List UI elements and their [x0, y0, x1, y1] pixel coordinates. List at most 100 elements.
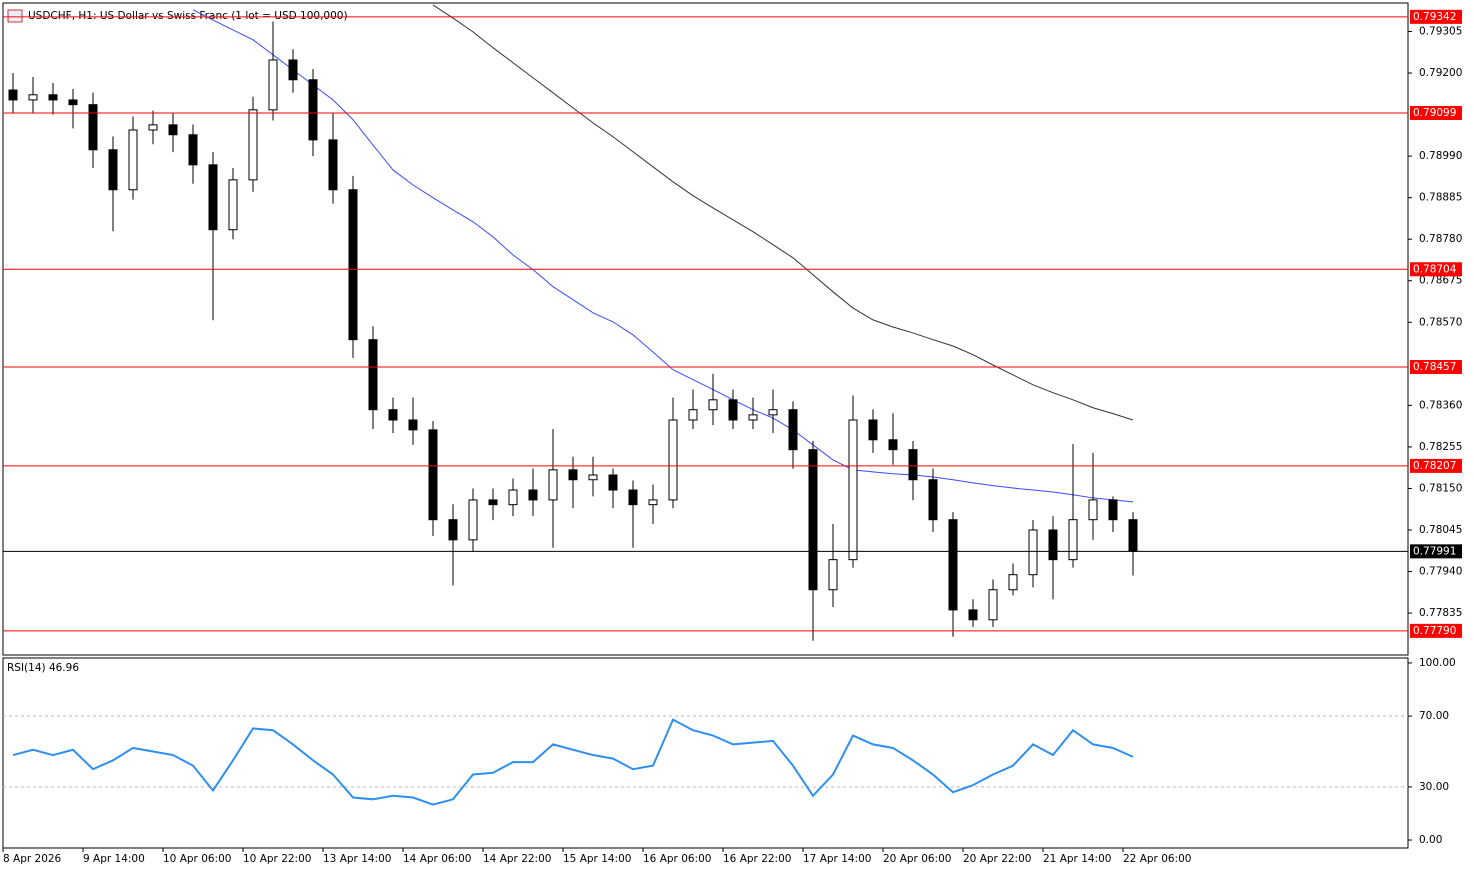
x-tick-label: 20 Apr 06:00 [883, 853, 951, 865]
x-tick-label: 9 Apr 14:00 [83, 853, 145, 865]
candle-body [308, 79, 318, 141]
level-label: 0.78704 [1413, 263, 1457, 275]
candle-body [1128, 519, 1138, 552]
level-tag [1410, 105, 1462, 120]
y-tick-label: 0.78780 [1419, 233, 1462, 245]
candle-body [388, 409, 398, 421]
candle-body [408, 419, 418, 431]
current-price-label: 0.77991 [1413, 545, 1456, 557]
rsi-tick-label: 30.00 [1419, 781, 1449, 793]
candle-body [1028, 529, 1038, 576]
candle-body [268, 59, 278, 111]
candle-body [768, 409, 778, 416]
candle-body [628, 489, 638, 506]
candle-body [148, 124, 158, 131]
candle-body [128, 129, 138, 191]
y-tick-label: 0.77835 [1419, 607, 1462, 619]
x-tick-label: 10 Apr 22:00 [243, 853, 311, 865]
candle-body [208, 164, 218, 231]
level-label: 0.79099 [1413, 107, 1456, 119]
rsi-title: RSI(14) 46.96 [7, 662, 79, 674]
candle-body [668, 419, 678, 501]
level-tag [1410, 9, 1462, 24]
candle-body [1008, 574, 1018, 591]
y-tick-label: 0.77940 [1419, 566, 1462, 578]
candle-body [828, 559, 838, 591]
candle-body [488, 499, 498, 506]
chart-title: USDCHF, H1: US Dollar vs Swiss Franc (1 … [28, 10, 348, 22]
candle-body [328, 139, 338, 191]
candle-body [368, 339, 378, 411]
candle-body [568, 469, 578, 481]
y-tick-label: 0.78150 [1419, 482, 1462, 494]
candle-body [868, 419, 878, 441]
candle-body [1108, 499, 1118, 521]
candle-body [1048, 529, 1058, 561]
candle-body [68, 99, 78, 106]
x-tick-label: 16 Apr 06:00 [643, 853, 711, 865]
candle-body [848, 419, 858, 561]
level-label: 0.79342 [1413, 11, 1456, 23]
x-tick-label: 16 Apr 22:00 [723, 853, 791, 865]
candle-body [508, 489, 518, 506]
x-tick-label: 10 Apr 06:00 [163, 853, 231, 865]
y-tick-label: 0.78990 [1419, 150, 1462, 162]
x-tick-label: 14 Apr 06:00 [403, 853, 471, 865]
candle-body [948, 519, 958, 611]
candle-body [428, 429, 438, 521]
candle-body [588, 474, 598, 481]
rsi-frame [2, 657, 1409, 849]
candle-body [108, 149, 118, 191]
candle-body [248, 109, 258, 181]
candle-body [608, 474, 618, 491]
candle-body [288, 59, 298, 81]
candle-body [928, 479, 938, 521]
candle-body [448, 519, 458, 541]
current-price-tag [1410, 544, 1462, 559]
candle-body [348, 189, 358, 341]
y-tick-label: 0.79200 [1419, 67, 1462, 79]
main-frame [2, 2, 1409, 656]
x-tick-label: 21 Apr 14:00 [1043, 853, 1111, 865]
y-tick-label: 0.78045 [1419, 524, 1462, 536]
candle-body [968, 609, 978, 621]
candle-body [48, 94, 58, 101]
level-tag [1410, 458, 1462, 473]
candle-body [788, 409, 798, 451]
candle-body [1068, 519, 1078, 561]
candle-body [228, 179, 238, 231]
x-tick-label: 8 Apr 2026 [3, 853, 62, 865]
y-tick-label: 0.78255 [1419, 441, 1462, 453]
candle-body [688, 409, 698, 421]
candle-body [88, 104, 98, 151]
candle-body [528, 489, 538, 501]
x-tick-label: 22 Apr 06:00 [1123, 853, 1191, 865]
candle-body [708, 399, 718, 411]
candle-body [908, 449, 918, 481]
moving-average [432, 4, 1134, 421]
candle-body [468, 499, 478, 541]
candle-body [888, 439, 898, 451]
level-label: 0.77790 [1413, 625, 1456, 637]
x-tick-label: 15 Apr 14:00 [563, 853, 631, 865]
y-tick-label: 0.79305 [1419, 25, 1462, 37]
candle-body [548, 469, 558, 501]
y-tick-label: 0.78675 [1419, 275, 1462, 287]
y-tick-label: 0.78885 [1419, 192, 1462, 204]
level-tag [1410, 359, 1462, 374]
x-tick-label: 17 Apr 14:00 [803, 853, 871, 865]
candle-body [648, 499, 658, 506]
rsi-tick-label: 0.00 [1419, 834, 1442, 846]
candle-body [728, 399, 738, 421]
y-tick-label: 0.78360 [1419, 399, 1462, 411]
candle-body [188, 134, 198, 166]
x-tick-label: 13 Apr 14:00 [323, 853, 391, 865]
x-tick-label: 14 Apr 22:00 [483, 853, 551, 865]
level-tag [1410, 623, 1462, 638]
rsi-tick-label: 100.00 [1419, 657, 1456, 669]
candle-body [28, 94, 38, 101]
candle-body [8, 89, 18, 101]
candle-body [748, 414, 758, 421]
